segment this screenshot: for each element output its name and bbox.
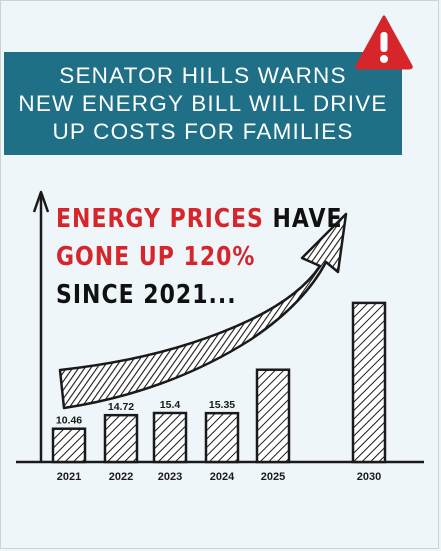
headline-banner: SENATOR HILLS WARNS NEW ENERGY BILL WILL… [4, 52, 402, 155]
headline-text: ENERGY PRICES HAVE GONE UP 120% SINCE 20… [56, 201, 343, 315]
data-label-2024: 15.35 [209, 399, 235, 411]
bar-2030 [351, 301, 387, 464]
banner-line-3: UP COSTS FOR FAMILIES [52, 118, 354, 144]
banner-line-1: SENATOR HILLS WARNS [59, 62, 347, 88]
bar-2021 [51, 427, 87, 464]
warning-triangle-icon [355, 15, 413, 70]
headline-part1-black: HAVE [263, 204, 343, 235]
headline-part3-black: SINCE 2021... [56, 280, 237, 311]
data-label-2021: 10.46 [56, 415, 82, 427]
bar-2025 [255, 368, 291, 464]
data-label-2022: 14.72 [108, 401, 134, 413]
tick-label-2024: 2024 [210, 471, 235, 483]
upward-trend-arrow [58, 212, 348, 410]
tick-label-2030: 2030 [357, 471, 381, 483]
headline-part1-red: ENERGY PRICES [56, 204, 264, 235]
tick-label-2022: 2022 [109, 471, 133, 483]
tick-label-2021: 2021 [57, 471, 81, 483]
headline-part2-red: GONE UP 120% [56, 242, 256, 273]
tick-label-2023: 2023 [158, 471, 182, 483]
y-axis [32, 190, 50, 462]
tick-label-2025: 2025 [261, 471, 285, 483]
bar-2024 [204, 411, 240, 464]
bar-2023 [152, 411, 188, 464]
bar-2022 [103, 413, 139, 464]
banner-line-2: NEW ENERGY BILL WILL DRIVE [18, 90, 388, 116]
data-label-2023: 15.4 [160, 399, 181, 411]
